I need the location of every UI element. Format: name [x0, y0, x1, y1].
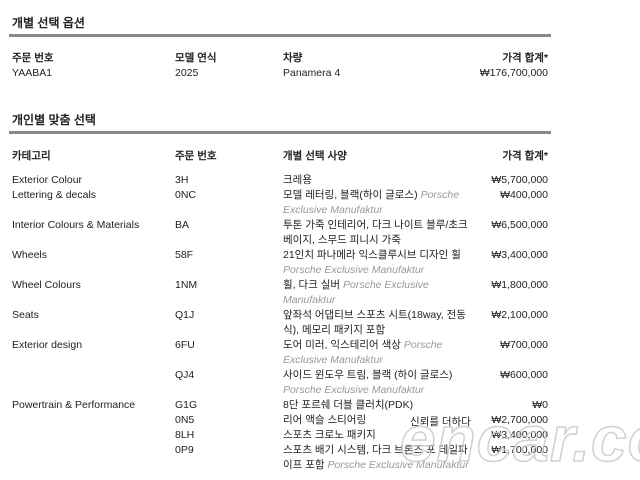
row-price: ₩0 [532, 399, 548, 411]
header-model-year: 모델 연식 [175, 52, 217, 64]
watermark-slogan: 신뢰를 더하다 [410, 416, 471, 428]
row-code: QJ4 [175, 369, 195, 381]
option-name: 리어 액슬 스티어링 [283, 414, 367, 426]
row-price: ₩1,800,000 [491, 279, 548, 291]
row-code: 8LH [175, 429, 195, 441]
option-name: 8단 포르쉐 더블 클러치(PDK) [283, 399, 414, 411]
header-vehicle: 차량 [283, 52, 303, 64]
row-description: 휠, 다크 실버 Porsche Exclusive Manufaktur [283, 278, 473, 308]
row-code: 1NM [175, 279, 198, 291]
option-name: 도어 미러, 익스테리어 색상 [283, 339, 401, 351]
exclusive-tag: Porsche Exclusive Manufaktur [283, 189, 460, 216]
row-price: ₩5,700,000 [491, 174, 548, 186]
header-option: 개별 선택 사양 [283, 150, 347, 162]
exclusive-tag: Porsche Exclusive Manufaktur [283, 384, 425, 396]
row-category: Interior Colours & Materials [12, 219, 140, 231]
section-title-options: 개별 선택 옵션 [12, 16, 85, 30]
exclusive-tag: Porsche Exclusive Manufaktur [283, 279, 429, 306]
row-price: ₩400,000 [500, 189, 548, 201]
row-description: 8단 포르쉐 더블 클러치(PDK) [283, 398, 473, 413]
row-category: Seats [12, 309, 39, 321]
option-name: 사이드 윈도우 트림, 블랙 (하이 글로스) [283, 369, 453, 381]
header-order-number: 주문 번호 [12, 52, 54, 64]
row-code: 0NC [175, 189, 197, 201]
exclusive-tag: Porsche Exclusive Manufaktur [327, 459, 469, 471]
model-year: 2025 [175, 67, 199, 79]
row-price: ₩2,100,000 [491, 309, 548, 321]
option-name: 스포츠 배기 시스템, 다크 브론즈 포 테일파이프 포함 [283, 444, 468, 471]
row-category: Exterior design [12, 339, 83, 351]
header-category: 카테고리 [12, 150, 51, 162]
row-description: 21인치 파나메라 익스클루시브 디자인 휠 Porsche Exclusive… [283, 248, 473, 278]
row-price: ₩6,500,000 [491, 219, 548, 231]
option-name: 크레용 [283, 174, 312, 186]
row-code: G1G [175, 399, 198, 411]
row-category: Exterior Colour [12, 174, 83, 186]
row-description: 스포츠 크로노 패키지 [283, 428, 473, 443]
option-name: 휠, 다크 실버 [283, 279, 341, 291]
row-category: Lettering & decals [12, 189, 97, 201]
option-name: 투톤 가죽 인테리어, 다크 나이트 블루/초크 베이지, 스무드 피니시 가죽 [283, 219, 468, 246]
divider [9, 34, 551, 37]
order-number: YAABA1 [12, 67, 53, 79]
exclusive-tag: Porsche Exclusive Manufaktur [283, 339, 443, 366]
row-code: 0P9 [175, 444, 194, 456]
divider [9, 131, 551, 134]
row-description: 모델 레터링, 블랙(하이 글로스) Porsche Exclusive Man… [283, 188, 473, 218]
row-description: 앞좌석 어댑티브 스포츠 시트(18way, 전동식), 메모리 패키지 포함 [283, 308, 473, 338]
option-name: 모델 레터링, 블랙(하이 글로스) [283, 189, 418, 201]
row-price: ₩600,000 [500, 369, 548, 381]
row-description: 도어 미러, 익스테리어 색상 Porsche Exclusive Manufa… [283, 338, 473, 368]
watermark-logo: encar.com [399, 402, 640, 476]
row-description: 크레용 [283, 173, 473, 188]
row-price: ₩3,400,000 [491, 249, 548, 261]
header-price: 가격 합계* [502, 150, 548, 162]
total-price: ₩176,700,000 [479, 67, 548, 79]
row-code: 6FU [175, 339, 195, 351]
row-category: Powertrain & Performance [12, 399, 136, 411]
header-total-price: 가격 합계* [502, 52, 548, 64]
exclusive-tag: Porsche Exclusive Manufaktur [283, 264, 425, 276]
row-price: ₩700,000 [500, 339, 548, 351]
row-price: ₩3,400,000 [491, 429, 548, 441]
row-description: 투톤 가죽 인테리어, 다크 나이트 블루/초크 베이지, 스무드 피니시 가죽 [283, 218, 473, 248]
vehicle: Panamera 4 [283, 67, 341, 79]
row-description: 리어 액슬 스티어링 [283, 413, 473, 428]
row-code: 0N5 [175, 414, 195, 426]
row-code: 3H [175, 174, 189, 186]
header-code: 주문 번호 [175, 150, 217, 162]
section-title-custom: 개인별 맞춤 선택 [12, 113, 96, 127]
option-name: 21인치 파나메라 익스클루시브 디자인 휠 [283, 249, 461, 261]
row-price: ₩2,700,000 [491, 414, 548, 426]
row-code: 58F [175, 249, 194, 261]
row-code: BA [175, 219, 190, 231]
option-name: 스포츠 크로노 패키지 [283, 429, 376, 441]
row-price: ₩1,700,000 [491, 444, 548, 456]
row-description: 사이드 윈도우 트림, 블랙 (하이 글로스) Porsche Exclusiv… [283, 368, 473, 398]
row-code: Q1J [175, 309, 195, 321]
row-description: 스포츠 배기 시스템, 다크 브론즈 포 테일파이프 포함 Porsche Ex… [283, 443, 473, 473]
option-name: 앞좌석 어댑티브 스포츠 시트(18way, 전동식), 메모리 패키지 포함 [283, 309, 466, 336]
row-category: Wheels [12, 249, 48, 261]
row-category: Wheel Colours [12, 279, 81, 291]
